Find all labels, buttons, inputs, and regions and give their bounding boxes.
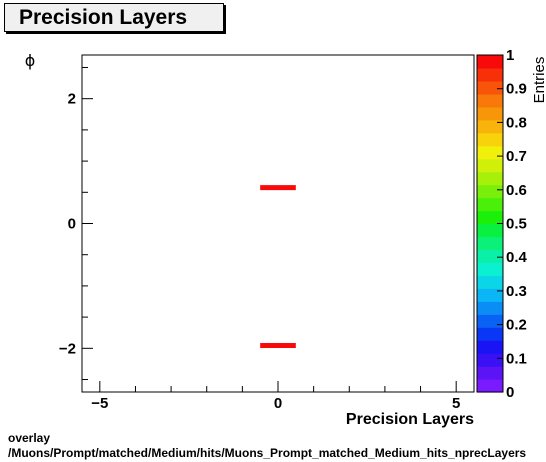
palette-tick-label: 0.3 [506,283,527,300]
x-tick-label: −5 [91,395,108,412]
palette-tick-label: 0.6 [506,182,527,199]
palette-tick-label: 0 [506,384,514,401]
palette-swatch [477,249,503,263]
title-box: Precision Layers [4,3,224,32]
palette-swatch [477,145,503,160]
palette-tick-label: 0.5 [506,216,527,233]
palette-swatch [477,379,503,393]
palette-swatch [477,236,503,251]
palette-swatch [477,301,503,315]
palette-swatch [477,327,503,341]
palette-swatch [477,288,503,302]
palette-swatch [477,340,503,354]
palette-tick-label: 0.4 [506,249,528,266]
heatmap-cell-2 [260,343,296,349]
palette-axis-label: Entries [531,57,546,104]
palette-tick-label: 1 [506,47,514,64]
y-tick-label: 2 [68,91,76,108]
y-tick-label: −2 [59,340,76,357]
x-axis-label: Precision Layers [346,411,474,428]
palette-swatch [477,106,503,121]
palette-swatch [477,210,503,225]
y-axis-label: ϕ [25,51,36,70]
footer-line-1: overlay [8,431,51,445]
chart-title: Precision Layers [19,6,188,29]
palette-swatch [477,314,503,328]
palette-swatch [477,262,503,276]
palette-swatch [477,366,503,380]
palette-tick-label: 0.1 [506,350,527,367]
palette-swatch [477,171,503,186]
footer-line-2: /Muons/Prompt/matched/Medium/hits/Muons_… [8,446,527,460]
plot-frame [81,54,475,393]
palette-swatch [477,80,503,95]
palette-tick-label: 0.2 [506,317,527,334]
footer: overlay /Muons/Prompt/matched/Medium/hit… [8,431,526,461]
palette-swatch [477,132,503,147]
x-tick-label: 5 [452,395,460,412]
y-tick-label: 0 [68,216,76,233]
palette-swatch [477,184,503,199]
palette-swatch [477,67,503,82]
heatmap-cell-1 [260,185,296,191]
palette-tick-label: 0.9 [506,81,527,98]
palette-swatch [477,55,503,69]
palette-tick-label: 0.7 [506,148,527,165]
palette-swatch [477,158,503,173]
palette-tick-label: 0.8 [506,114,527,131]
palette-swatch [477,223,503,238]
x-tick-label: 0 [274,395,282,412]
palette-swatch [477,353,503,367]
palette-swatch [477,275,503,289]
palette-swatch [477,119,503,134]
palette-swatch [477,93,503,108]
palette-swatch [477,197,503,212]
